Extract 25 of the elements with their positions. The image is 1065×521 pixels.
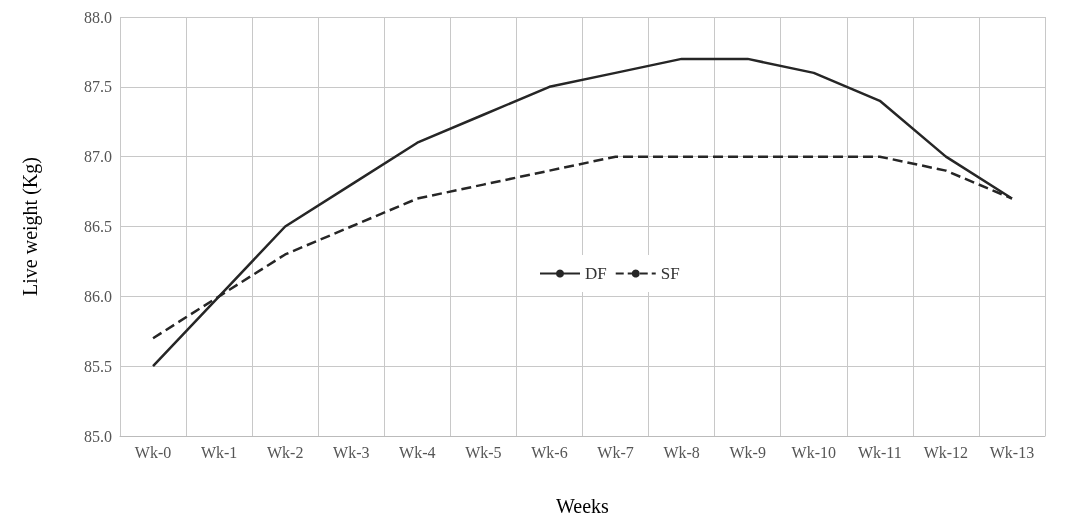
y-tick-label: 88.0 [84,8,112,26]
x-tick-label: Wk-12 [923,443,969,461]
x-axis-title: Weeks [556,495,610,517]
x-tick-label: Wk-13 [989,443,1035,461]
x-tick-label: Wk-2 [266,443,304,461]
x-tick-label: Wk-7 [597,443,634,461]
x-tick-label: Wk-11 [857,443,902,461]
y-tick-label: 87.0 [84,148,112,166]
x-tick-label: Wk-3 [333,443,370,461]
x-tick-label: Wk-10 [791,443,836,461]
x-tick-label: Wk-5 [465,443,502,461]
x-tick-label: Wk-9 [729,443,766,461]
x-tick-label: Wk-0 [134,443,172,461]
x-tick-label: Wk-6 [531,443,568,461]
y-tick-label: 86.5 [84,218,112,235]
y-tick-label: 87.5 [84,78,112,96]
y-tick-label: 85.5 [84,357,112,375]
y-tick-label: 85.0 [84,427,112,445]
legend-label: SF [660,264,680,283]
x-tick-label: Wk-8 [663,443,700,461]
x-tick-label: Wk-4 [399,443,436,461]
legend-label: DF [585,264,607,283]
x-tick-label: Wk-1 [200,443,238,461]
y-tick-label: 86.0 [84,287,112,305]
y-axis-title: Live weight (Kg) [19,157,42,296]
